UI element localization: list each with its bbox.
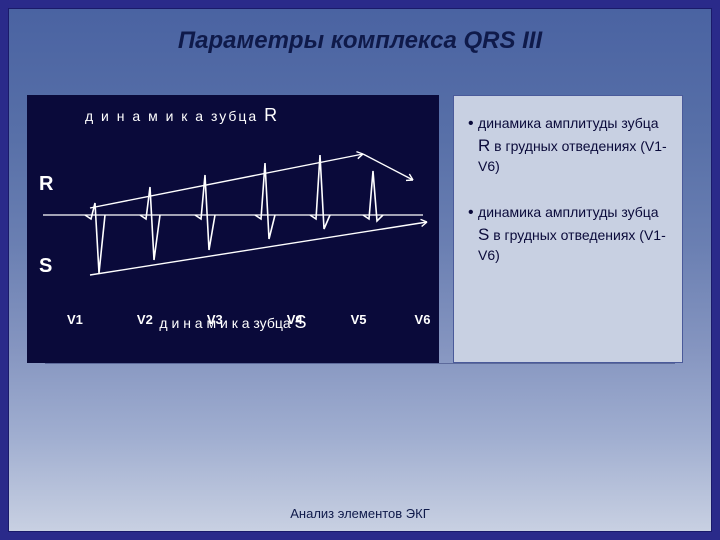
bullet-prefix: динамика амплитуды зубца [478, 115, 659, 131]
bullet-tag: R [478, 136, 490, 155]
bullet-suffix: в грудных отведениях (V1-V6) [478, 227, 666, 263]
lead-labels-row: V1V2V3V4V5V6 [67, 312, 419, 327]
slide-body: Параметры комплекса QRS III д и н а м и … [8, 8, 712, 532]
info-bullet: • динамика амплитуды зубца S в грудных о… [468, 203, 672, 264]
bullet-dot-icon: • [468, 115, 478, 132]
lead-label: V1 [67, 312, 83, 327]
bullet-tag: S [478, 225, 489, 244]
ecg-waveform-svg [35, 130, 431, 300]
info-bullet: • динамика амплитуды зубца R в грудных о… [468, 114, 672, 175]
lead-label: V6 [415, 312, 431, 327]
footer-rule [45, 363, 675, 364]
chart-top-label: д и н а м и к а зубца R [85, 105, 431, 126]
slide-outer-frame: Параметры комплекса QRS III д и н а м и … [0, 0, 720, 540]
info-panel: • динамика амплитуды зубца R в грудных о… [453, 95, 683, 363]
lead-label: V4 [287, 312, 303, 327]
chart-top-tag: R [264, 105, 279, 125]
lead-label: V5 [351, 312, 367, 327]
chart-top-prefix: д и н а м и к а зубца [85, 108, 264, 124]
slide-title: Параметры комплекса QRS III [27, 27, 693, 55]
bullet-suffix: в грудных отведениях (V1-V6) [478, 138, 667, 174]
lead-label: V2 [137, 312, 153, 327]
bullet-prefix: динамика амплитуды зубца [478, 204, 659, 220]
chart-svg-wrap [35, 130, 431, 300]
lead-label: V3 [207, 312, 223, 327]
ecg-chart-panel: д и н а м и к а зубца R R S V1V2V3V4V5V6… [27, 95, 439, 363]
footer-text: Анализ элементов ЭКГ [9, 506, 711, 521]
bullet-dot-icon: • [468, 204, 478, 221]
content-row: д и н а м и к а зубца R R S V1 V2 V3 V4 V5 V6… [27, 95, 693, 363]
